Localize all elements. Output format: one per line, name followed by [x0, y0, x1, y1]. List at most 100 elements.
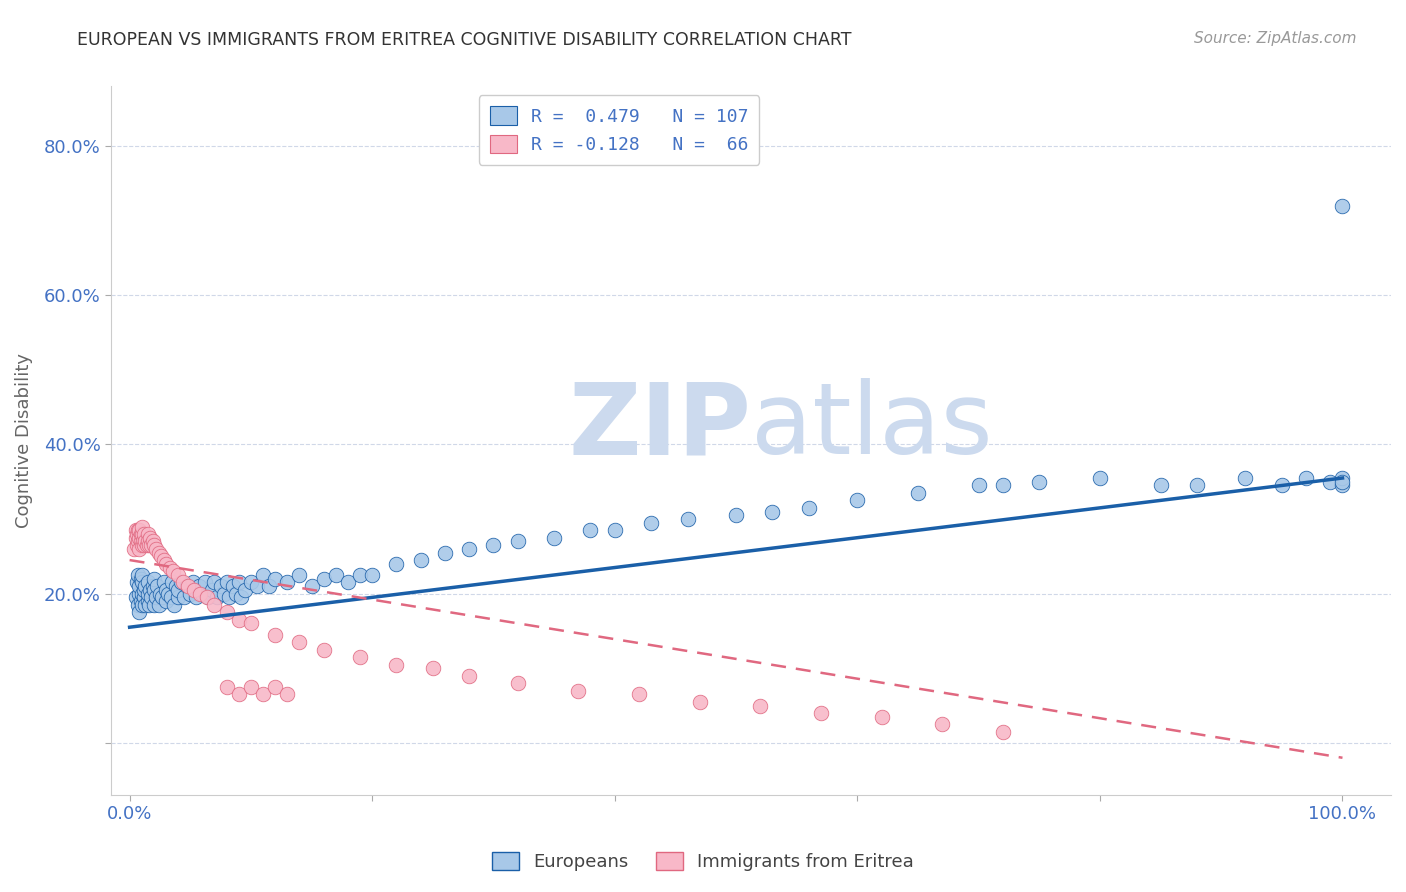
- Point: [128, 579, 150, 593]
- Point: [252, 687, 274, 701]
- Point: [603, 523, 626, 537]
- Point: [131, 598, 153, 612]
- Point: [142, 538, 165, 552]
- Point: [1331, 475, 1354, 489]
- Point: [361, 568, 384, 582]
- Point: [183, 582, 205, 597]
- Point: [579, 523, 602, 537]
- Point: [145, 541, 167, 556]
- Point: [131, 538, 153, 552]
- Text: Source: ZipAtlas.com: Source: ZipAtlas.com: [1194, 31, 1357, 46]
- Point: [160, 575, 183, 590]
- Point: [349, 650, 371, 665]
- Point: [169, 575, 191, 590]
- Point: [146, 579, 169, 593]
- Point: [134, 591, 156, 605]
- Point: [138, 538, 160, 552]
- Point: [125, 538, 148, 552]
- Point: [209, 579, 232, 593]
- Point: [163, 598, 186, 612]
- Point: [640, 516, 662, 530]
- Point: [264, 680, 287, 694]
- Point: [689, 695, 711, 709]
- Point: [142, 598, 165, 612]
- Point: [129, 572, 152, 586]
- Point: [543, 531, 565, 545]
- Point: [157, 587, 180, 601]
- Point: [1088, 471, 1111, 485]
- Point: [181, 575, 204, 590]
- Point: [312, 642, 335, 657]
- Point: [136, 534, 159, 549]
- Point: [150, 549, 173, 564]
- Point: [186, 591, 208, 605]
- Point: [1028, 475, 1050, 489]
- Point: [288, 635, 311, 649]
- Point: [567, 683, 589, 698]
- Point: [124, 541, 146, 556]
- Point: [155, 594, 177, 608]
- Point: [1234, 471, 1257, 485]
- Point: [131, 575, 153, 590]
- Point: [134, 534, 156, 549]
- Point: [246, 579, 269, 593]
- Point: [134, 579, 156, 593]
- Point: [761, 505, 783, 519]
- Point: [125, 575, 148, 590]
- Point: [134, 582, 156, 597]
- Point: [506, 534, 529, 549]
- Point: [276, 575, 298, 590]
- Point: [124, 523, 146, 537]
- Point: [1295, 471, 1317, 485]
- Point: [176, 579, 198, 593]
- Point: [409, 553, 432, 567]
- Point: [173, 591, 195, 605]
- Point: [159, 560, 181, 574]
- Point: [797, 500, 820, 515]
- Point: [187, 579, 209, 593]
- Point: [204, 575, 226, 590]
- Point: [167, 591, 190, 605]
- Point: [131, 587, 153, 601]
- Point: [128, 531, 150, 545]
- Point: [907, 486, 929, 500]
- Point: [136, 527, 159, 541]
- Point: [846, 493, 869, 508]
- Point: [155, 557, 177, 571]
- Point: [179, 587, 201, 601]
- Point: [152, 575, 174, 590]
- Point: [239, 616, 262, 631]
- Point: [152, 553, 174, 567]
- Point: [433, 546, 456, 560]
- Point: [218, 591, 240, 605]
- Point: [724, 508, 747, 523]
- Point: [749, 698, 772, 713]
- Point: [385, 557, 408, 571]
- Point: [385, 657, 408, 672]
- Point: [991, 478, 1014, 492]
- Point: [212, 587, 235, 601]
- Point: [128, 541, 150, 556]
- Point: [482, 538, 505, 552]
- Point: [142, 534, 165, 549]
- Point: [228, 575, 250, 590]
- Point: [134, 598, 156, 612]
- Point: [676, 512, 699, 526]
- Point: [149, 587, 172, 601]
- Point: [215, 680, 238, 694]
- Point: [194, 575, 217, 590]
- Point: [205, 591, 228, 605]
- Point: [197, 591, 219, 605]
- Point: [301, 579, 323, 593]
- Point: [128, 523, 150, 537]
- Point: [810, 706, 832, 720]
- Point: [145, 591, 167, 605]
- Point: [127, 523, 149, 537]
- Point: [139, 531, 162, 545]
- Point: [349, 568, 371, 582]
- Point: [506, 676, 529, 690]
- Point: [162, 564, 184, 578]
- Point: [325, 568, 347, 582]
- Point: [1185, 478, 1208, 492]
- Point: [422, 661, 444, 675]
